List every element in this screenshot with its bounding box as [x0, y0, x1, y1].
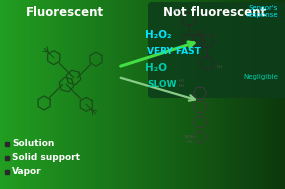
Bar	[5, 156, 9, 160]
Text: H₂O: H₂O	[145, 63, 167, 73]
Text: Not fluorescent: Not fluorescent	[163, 6, 266, 19]
Text: OH: OH	[217, 65, 223, 69]
Text: Vapor: Vapor	[12, 167, 42, 176]
FancyBboxPatch shape	[148, 2, 285, 98]
Text: Fluorescent: Fluorescent	[26, 6, 104, 19]
Bar	[5, 170, 9, 174]
Text: HO: HO	[173, 9, 179, 13]
Text: B(OH)
HO: B(OH) HO	[184, 135, 196, 144]
Text: Solution: Solution	[12, 139, 54, 147]
Text: HO
HO: HO HO	[179, 79, 185, 88]
Text: Negligible: Negligible	[243, 74, 278, 80]
Bar	[5, 142, 9, 146]
Text: Sensor's
response: Sensor's response	[246, 5, 278, 18]
Text: Solid support: Solid support	[12, 153, 80, 161]
Text: SLOW: SLOW	[147, 80, 176, 89]
Text: H₂O₂: H₂O₂	[145, 30, 172, 40]
Text: VERY FAST: VERY FAST	[147, 47, 201, 56]
